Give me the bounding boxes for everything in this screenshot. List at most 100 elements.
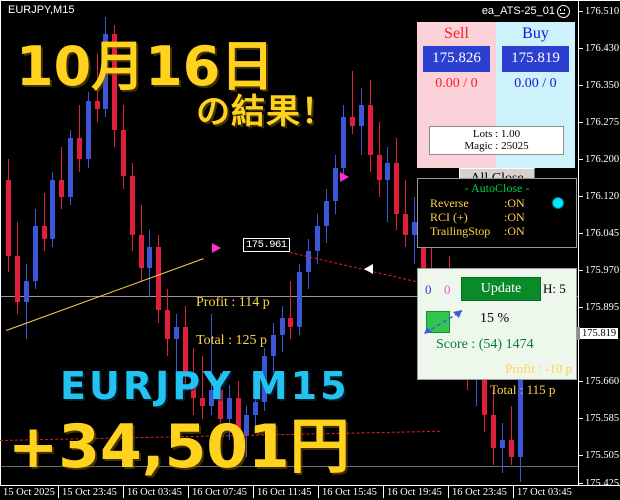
current-price-label: 175.819 [580,328,619,339]
trade-panel: Sell 175.826 0.00 / 0 Buy 175.819 0.00 /… [417,22,575,189]
candle-body [341,117,346,168]
candle-body [200,398,205,406]
candle-body [500,440,505,448]
time-axis-separator [318,485,319,498]
time-tick: 17 Oct 03:45 [517,487,572,498]
autoclose-row-trailingstop[interactable]: TrailingStop : ON [430,224,576,238]
price-tick: 175.425 [579,478,619,489]
entry-arrow-icon[interactable] [212,243,221,253]
candle-body [174,327,179,339]
update-panel: 0 0 Update H: 5 15 % Score : (54) 1474 P… [417,268,577,380]
time-tick: 16 Oct 19:45 [387,487,442,498]
candle-body [68,138,73,197]
candle-body [59,180,64,197]
candle-body [139,235,144,268]
candle-body [359,105,364,126]
count-blue-value: 0 [425,282,432,297]
buy-lots-value: 0.00 / 0 [514,76,557,91]
candle-body [253,402,258,415]
time-axis-separator [58,485,59,498]
up-arrow-icon [424,310,463,334]
panel-total-label: Total : 115 p [490,382,556,397]
autoclose-trailingstop-key: TrailingStop [430,224,491,238]
candle-body [324,201,329,226]
ea-label-text: ea_ATS-25_01 [481,4,555,17]
candle-body [165,310,170,339]
frame-border-left [0,0,1,486]
trend-indicator-box [426,311,450,333]
chart-profit-label: Profit : 114 p [196,295,270,310]
candle-body [86,101,91,159]
time-tick: 15 Oct 2025 [3,487,55,498]
candle-wick [405,180,406,247]
candle-body [15,256,20,302]
candle-wick [520,432,521,482]
sell-price-button[interactable]: 175.826 [423,46,490,72]
candle-wick [290,281,291,339]
price-tick: 176.200 [579,154,619,165]
candle-body [77,138,82,159]
symbol-label: EURJPY,M15 [8,4,75,16]
magic-label: Magic : 25025 [464,140,529,152]
sell-lots-value: 0.00 / 0 [435,76,478,91]
candle-body [236,398,241,436]
frame-border-top [0,0,620,1]
autoclose-row-rci[interactable]: RCI (+) : ON [430,210,576,224]
candle-body [350,117,355,126]
update-button[interactable]: Update [461,277,541,301]
price-axis-line [578,0,579,486]
candle-body [385,163,390,180]
candle-body [368,105,373,155]
score-value: Score : (54) 1474 [436,337,534,352]
exit-arrow-icon[interactable] [364,264,373,274]
level-line-profit [1,296,578,297]
autoclose-row-reverse[interactable]: Reverse : ON [430,196,576,210]
autoclose-rci-key: RCI (+) [430,210,468,224]
candle-wick [502,423,503,473]
time-axis-separator [253,485,254,498]
candle-body [50,180,55,239]
price-tick: 175.970 [579,265,619,276]
candle-wick [352,71,353,134]
candle-body [95,101,100,109]
signal-arrow-icon[interactable] [340,172,349,182]
time-tick: 16 Oct 23:45 [452,487,507,498]
candle-body [518,306,523,457]
candle-wick [211,314,212,415]
ea-name-label: ea_ATS-25_01 [481,4,570,18]
h-value-label: H: 5 [543,281,566,296]
candle-body [491,415,496,448]
time-axis-separator [123,485,124,498]
price-tick: 176.045 [579,228,619,239]
candle-body [121,130,126,176]
buy-price-button[interactable]: 175.819 [502,46,569,72]
time-axis-separator [513,485,514,498]
percent-value: 15 % [480,311,510,326]
price-tick: 176.120 [579,191,619,202]
candle-body [183,327,188,373]
price-tick: 175.660 [579,376,619,387]
autoclose-reverse-key: Reverse [430,196,469,210]
time-tick: 16 Oct 07:45 [192,487,247,498]
autoclose-rci-sep: : [504,210,508,224]
candle-wick [202,356,203,419]
candle-body [209,390,214,406]
time-axis-separator [383,485,384,498]
candle-wick [44,193,45,251]
candle-body [377,155,382,180]
candle-body [315,226,320,251]
autoclose-reverse-sep: : [504,196,508,210]
candle-wick [61,147,62,209]
price-tick: 176.510 [579,6,619,17]
candle-body [271,335,276,356]
candle-wick [387,147,388,222]
price-tick: 175.895 [579,302,619,313]
autoclose-title: - AutoClose - [464,181,530,195]
candle-body [288,318,293,327]
candle-body [297,272,302,327]
level-line-lower [1,466,578,467]
buy-title: Buy [522,25,549,42]
candle-body [33,226,38,281]
overlay-amount-text: +34,501円 [8,412,350,482]
